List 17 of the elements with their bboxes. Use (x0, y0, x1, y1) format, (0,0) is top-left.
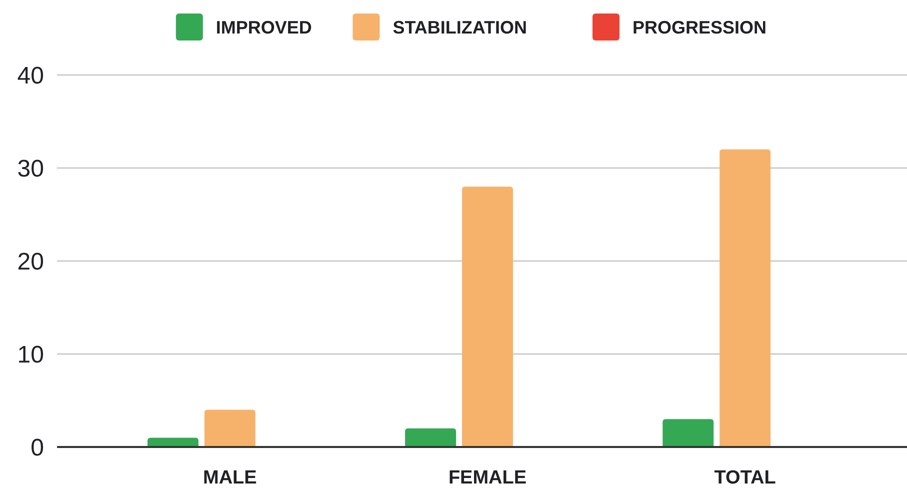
y-tick-label: 20 (17, 248, 44, 276)
legend-label: STABILIZATION (392, 17, 528, 38)
y-tick-label: 40 (17, 62, 44, 90)
bar (405, 428, 456, 447)
y-tick-label: 10 (17, 341, 44, 368)
bar (148, 438, 198, 447)
bar (462, 186, 513, 447)
y-tick-label: 30 (17, 155, 44, 182)
legend-label: IMPROVED (216, 17, 312, 38)
legend-label: PROGRESSION (632, 17, 767, 38)
x-tick-label: TOTAL (714, 468, 776, 489)
y-tick-label: 0 (30, 434, 44, 462)
bar (204, 410, 256, 447)
x-tick-label: FEMALE (448, 468, 527, 489)
bar (662, 419, 714, 447)
bar (720, 149, 771, 447)
x-tick-label: MALE (203, 468, 257, 489)
